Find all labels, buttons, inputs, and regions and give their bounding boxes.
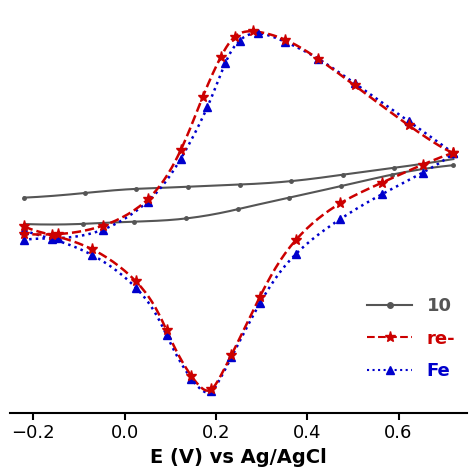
Legend: 10, re-, Fe: 10, re-, Fe bbox=[360, 290, 463, 387]
X-axis label: E (V) vs Ag/AgCl: E (V) vs Ag/AgCl bbox=[150, 448, 327, 467]
